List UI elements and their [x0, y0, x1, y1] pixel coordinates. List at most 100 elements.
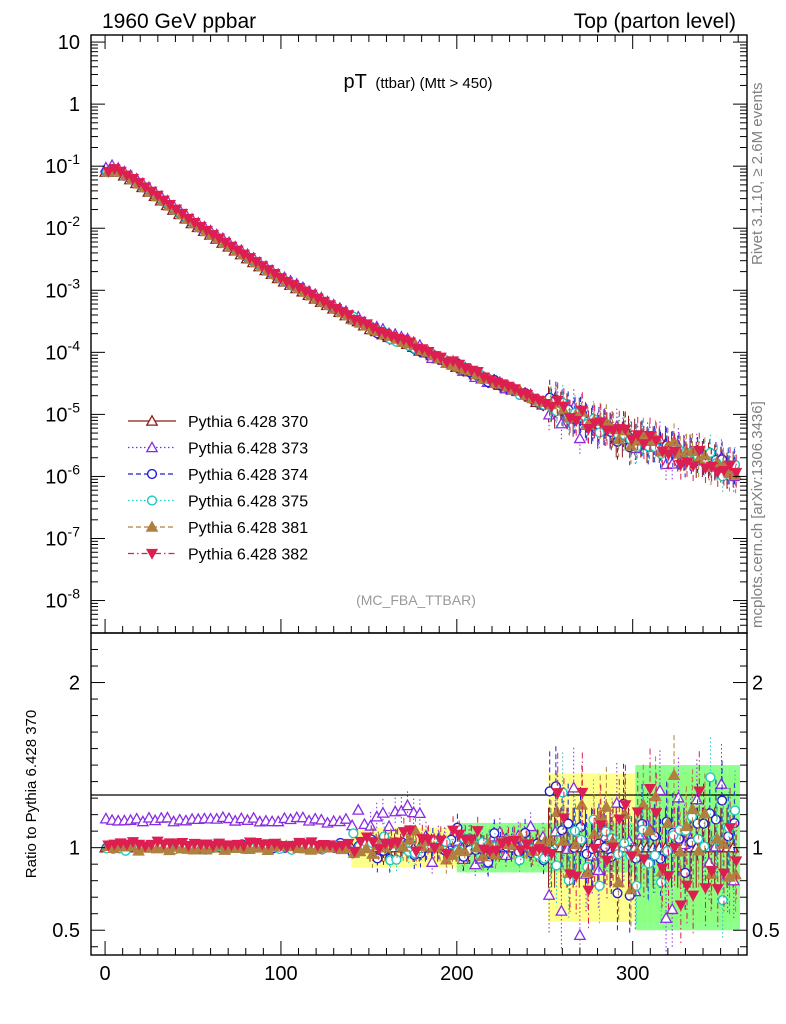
series-5: [102, 164, 743, 491]
ratio-point: [354, 836, 367, 848]
ratio-point: [631, 807, 644, 819]
ratio-point: [661, 816, 675, 829]
ratio-point: [527, 846, 540, 858]
ratio-y-tick-label: 2: [69, 673, 80, 695]
ratio-y-tick-label: 0.5: [52, 920, 80, 942]
ratio-point: [182, 841, 195, 852]
ratio-point: [600, 855, 614, 867]
ratio-point: [514, 855, 525, 866]
ratio-point: [668, 842, 681, 854]
ratio-point: [413, 806, 427, 819]
ratio-point: [665, 902, 679, 915]
ratio-point: [729, 805, 741, 816]
y-tick-label: 10-5: [45, 399, 80, 426]
ratio-point: [557, 813, 570, 825]
ratio-point: [674, 900, 687, 912]
ratio-point: [422, 834, 435, 846]
point: [674, 459, 687, 471]
y-tick-label: 10-7: [45, 523, 80, 550]
plot-title: pT (ttbar) (Mtt > 450): [344, 71, 493, 93]
ratio-point: [717, 894, 728, 906]
ratio-point: [625, 851, 638, 863]
ratio-point: [692, 833, 704, 844]
ratio-point: [673, 845, 687, 857]
ratio-point: [286, 840, 300, 852]
point: [637, 439, 650, 451]
ratio-point: [692, 843, 705, 856]
ratio-point: [607, 842, 620, 854]
ratio-point: [520, 839, 533, 851]
ratio-point: [569, 825, 581, 837]
ratio-panel: 0.5 0.5 1 1 2 2 0 100 200 300 Ratio to Pythia 6.…: [23, 632, 780, 985]
legend-label: Pythia 6.428 370: [188, 414, 308, 431]
ratio-point: [296, 811, 310, 823]
ratio-point: [723, 831, 734, 842]
point: [667, 434, 681, 447]
main-frame: [90, 34, 748, 634]
ratio-point: [120, 839, 133, 851]
ratio-point: [612, 875, 625, 888]
ratio-point: [489, 828, 500, 839]
legend-item: Pythia 6.428 381: [128, 520, 308, 537]
ratio-point: [567, 781, 581, 793]
x-tick-labels: 0 100 200 300: [100, 963, 650, 985]
ratio-y-tick-label: 1: [752, 838, 763, 860]
ratio-point: [348, 828, 359, 839]
ratio-point: [575, 798, 589, 810]
ratio-point: [716, 837, 730, 849]
point: [612, 432, 625, 445]
ratio-point: [367, 837, 380, 849]
ratio-point: [514, 845, 527, 857]
main-points: [98, 158, 743, 495]
y-tick-label: 10-4: [45, 337, 80, 364]
ratio-point: [524, 819, 537, 832]
legend-marker: [146, 495, 158, 506]
ratio-point: [315, 813, 328, 825]
legend-item: Pythia 6.428 382: [128, 547, 308, 564]
ratio-point: [576, 834, 587, 845]
point: [403, 337, 417, 349]
ratio-point: [382, 819, 396, 832]
ratio-point: [544, 833, 558, 845]
ratio-point: [576, 787, 589, 799]
legend-marker: [146, 468, 158, 480]
ratio-point: [612, 888, 623, 899]
ratio-point: [705, 866, 718, 878]
ratio-point: [545, 849, 558, 860]
ratio-ylabel: Ratio to Pythia 6.428 370: [23, 710, 40, 878]
header-left: 1960 GeV ppbar: [102, 10, 256, 33]
ratio-point: [680, 880, 694, 892]
legend-label: Pythia 6.428 381: [188, 520, 308, 537]
ratio-point: [471, 826, 484, 837]
legend-marker: [145, 520, 159, 532]
ratio-point: [490, 845, 503, 857]
rivet-label: Rivet 3.1.10, ≥ 2.6M events: [749, 83, 766, 266]
ratio-point: [724, 823, 737, 835]
point: [573, 431, 587, 444]
ratio-point: [247, 811, 260, 823]
ratio-point: [508, 835, 521, 847]
ratio-point: [716, 795, 728, 806]
ratio-point: [715, 777, 728, 789]
point: [705, 461, 718, 473]
ratio-point: [145, 839, 158, 851]
point: [631, 430, 644, 442]
ratio-point: [299, 839, 312, 851]
x-tick-label: 0: [100, 963, 111, 985]
ratio-point: [600, 826, 611, 837]
ratio-point: [698, 818, 709, 829]
point: [594, 427, 605, 438]
point: [607, 425, 620, 437]
point: [717, 466, 730, 477]
ratio-y-tick-label: 2: [752, 673, 763, 695]
ratio-point: [699, 883, 712, 895]
ratio-point: [206, 841, 220, 852]
ratio-point: [573, 928, 587, 940]
point: [668, 446, 681, 458]
point: [557, 401, 570, 413]
ratio-point: [359, 841, 373, 854]
ratio-point: [710, 814, 722, 825]
point: [730, 467, 743, 479]
ratio-y-tick-labels: 0.5 0.5 1 1 2 2: [52, 673, 780, 943]
ratio-point: [644, 783, 657, 795]
